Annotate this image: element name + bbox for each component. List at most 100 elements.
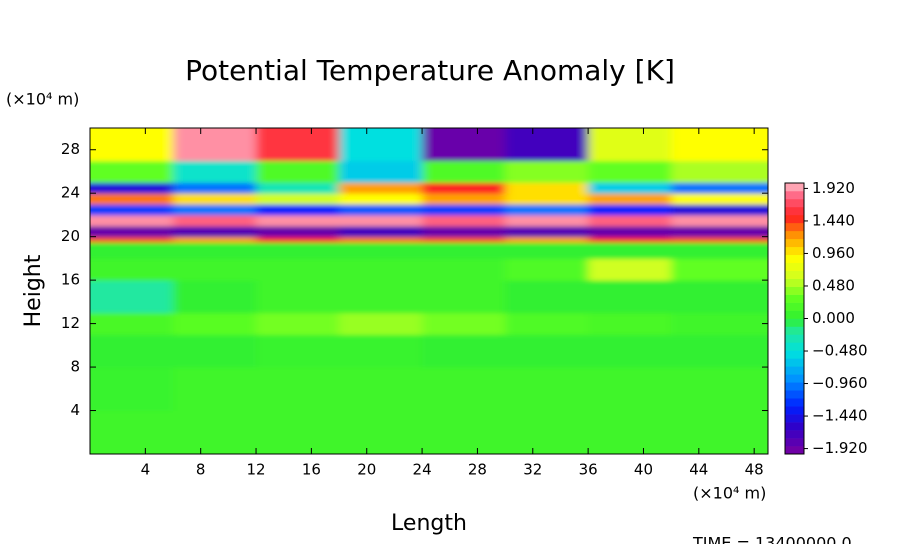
x-tick-label: 36 [579,461,598,479]
colorbar-label: 1.440 [812,211,855,229]
cell [339,182,423,194]
colorbar-label: −0.960 [812,374,868,392]
cell [505,128,589,162]
colorbar-swatch [785,278,804,287]
x-tick-label: 40 [634,461,653,479]
cell [173,193,257,205]
y-tick-label: 12 [61,314,80,332]
colorbar-swatch [785,438,804,447]
cell [505,334,589,368]
cell [339,160,423,183]
cell [173,160,257,183]
colorbar-label: −1.920 [812,439,868,457]
cell [671,204,768,216]
colorbar-label: 1.920 [812,179,855,197]
colorbar-swatch [785,310,804,319]
colorbar-swatch [785,422,804,431]
colorbar-swatch [785,334,804,343]
cell [173,204,257,216]
colorbar-swatch [785,358,804,367]
cell [90,236,174,243]
cell [422,193,506,205]
colorbar-swatch [785,414,804,423]
chart-title: Potential Temperature Anomaly [K] [185,54,675,87]
cell [588,258,672,281]
cell [339,334,423,368]
cell [422,182,506,194]
cell [671,367,768,412]
cell [173,242,257,259]
colorbar-swatch [785,382,804,391]
cell [339,214,423,227]
cell [339,410,423,454]
cell [256,214,340,227]
cell [422,204,506,216]
colorbar-label: 0.480 [812,276,855,294]
cell [671,225,768,238]
cell [505,193,589,205]
x-tick-label: 44 [689,461,708,479]
colorbar-swatch [785,238,804,248]
cell [505,182,589,194]
cell [671,128,768,162]
cell [339,128,423,162]
cell [173,410,257,454]
colorbar-swatch [785,302,804,311]
cell [588,242,672,259]
cell [588,367,672,412]
colorbar-swatch [785,270,804,279]
cell [671,280,768,314]
x-tick-label: 8 [196,461,206,479]
colorbar-swatch [785,246,804,256]
x-axis-label: Length [391,511,467,536]
cell [588,204,672,216]
cell [671,258,768,281]
colorbar-swatch [785,398,804,407]
cell [90,160,174,183]
x-unit: (×10⁴ m) [693,484,766,503]
cell [256,204,340,216]
cell [173,334,257,368]
cell [256,312,340,335]
cell [90,193,174,205]
cell [339,204,423,216]
cell [671,334,768,368]
cell [339,367,423,412]
colorbar-swatch [785,390,804,399]
cell [505,367,589,412]
cell [588,236,672,243]
colorbar-swatch [785,262,804,271]
cell [256,128,340,162]
cell [505,242,589,259]
cell [339,236,423,243]
cell [339,242,423,259]
cell [339,193,423,205]
x-tick-label: 32 [523,461,542,479]
cell [422,280,506,314]
cell [588,214,672,227]
cell [256,334,340,368]
colorbar-swatch [785,222,804,232]
cell [90,182,174,194]
y-unit: (×10⁴ m) [6,90,79,109]
colorbar-swatch [785,342,804,351]
cell [256,182,340,194]
cell [173,258,257,281]
y-tick-label: 4 [70,401,80,419]
cell [671,410,768,454]
cell [422,160,506,183]
cell [422,312,506,335]
colorbar-label: 0.960 [812,244,855,262]
colorbar-swatch [785,198,804,208]
y-tick-label: 24 [61,184,80,202]
colorbar-label: 0.000 [812,309,855,327]
x-tick-label: 4 [141,461,151,479]
cell [256,410,340,454]
cell [339,225,423,238]
cell [505,410,589,454]
cell [173,367,257,412]
colorbar-swatch [785,350,804,359]
cell [422,242,506,259]
y-tick-label: 16 [61,271,80,289]
